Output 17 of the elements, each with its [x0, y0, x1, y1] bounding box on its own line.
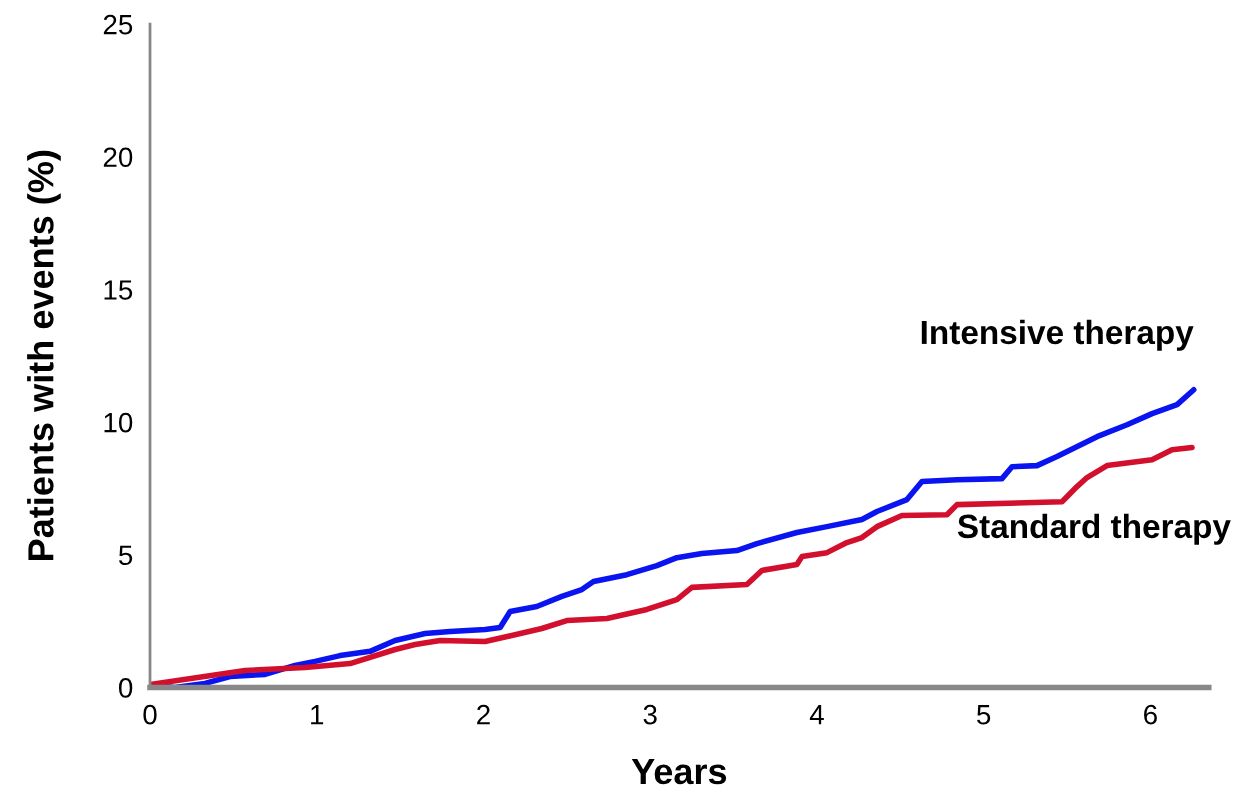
y-tick-label: 20 [103, 147, 133, 168]
x-tick-label: 5 [977, 705, 991, 725]
y-tick-label: 5 [119, 545, 133, 566]
x-axis-title: Years [631, 759, 727, 785]
series-label: Intensive therapy [921, 319, 1194, 351]
x-tick-label: 3 [643, 704, 657, 725]
y-tick-label: 15 [104, 280, 133, 300]
y-tick-label: 10 [104, 412, 133, 433]
y-axis-title: Patients with events (%) [27, 150, 61, 561]
x-tick-label: 1 [311, 705, 324, 725]
x-tick-label: 2 [477, 704, 490, 725]
y-tick-label: 25 [103, 14, 133, 35]
x-tick-label: 4 [809, 705, 824, 725]
x-tick-label: 6 [1144, 704, 1157, 725]
y-tick-label: 0 [118, 678, 133, 698]
series-label: Standard therapy [957, 513, 1231, 545]
x-tick-label: 0 [143, 704, 157, 725]
